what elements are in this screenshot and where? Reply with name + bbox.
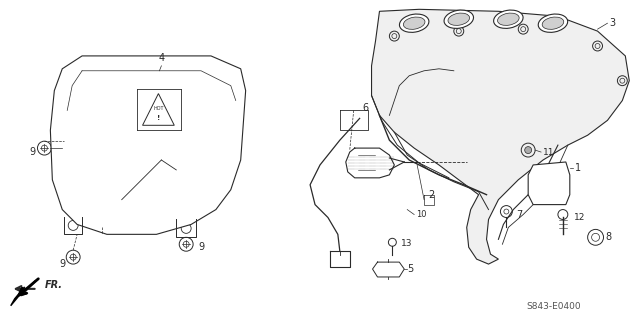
Text: HOT: HOT	[153, 106, 164, 111]
Text: 9: 9	[198, 242, 204, 252]
Text: 1: 1	[575, 163, 580, 173]
Polygon shape	[528, 162, 570, 204]
Polygon shape	[372, 9, 629, 264]
Ellipse shape	[403, 17, 425, 29]
Ellipse shape	[444, 10, 474, 28]
Text: 7: 7	[516, 210, 522, 219]
Ellipse shape	[493, 10, 523, 28]
Text: 9: 9	[29, 147, 36, 157]
Circle shape	[525, 147, 532, 153]
Text: FR.: FR.	[44, 280, 63, 290]
Text: 6: 6	[362, 103, 369, 114]
Ellipse shape	[448, 13, 470, 26]
Ellipse shape	[542, 17, 564, 29]
Text: 2: 2	[428, 190, 434, 200]
Text: 13: 13	[401, 239, 413, 248]
Text: S843-E0400: S843-E0400	[526, 302, 581, 311]
Text: !: !	[157, 115, 160, 121]
Text: 8: 8	[605, 232, 612, 242]
Ellipse shape	[497, 13, 519, 26]
Text: 9: 9	[60, 259, 65, 269]
Polygon shape	[11, 287, 24, 306]
Text: 5: 5	[407, 264, 413, 274]
Ellipse shape	[538, 14, 568, 32]
Text: 11: 11	[543, 148, 554, 157]
Polygon shape	[51, 56, 246, 234]
Ellipse shape	[399, 14, 429, 32]
Text: 12: 12	[574, 213, 585, 222]
Text: 4: 4	[158, 53, 164, 63]
Polygon shape	[143, 93, 174, 125]
Text: 3: 3	[609, 18, 616, 28]
Text: 10: 10	[416, 210, 426, 219]
